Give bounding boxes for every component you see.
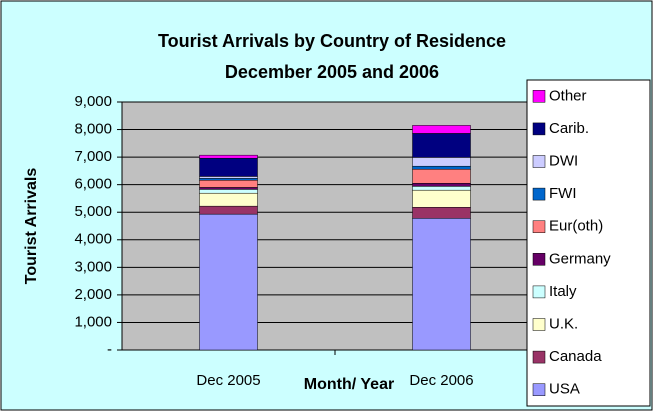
bar-segment: [412, 125, 471, 134]
bar-segment: [199, 176, 258, 179]
bar-segment: [199, 213, 258, 351]
chart-subtitle: December 2005 and 2006: [225, 62, 439, 82]
legend-swatch: [532, 285, 546, 299]
x-axis-title: Month/ Year: [304, 376, 394, 393]
bar-segment: [412, 165, 471, 170]
legend-swatch: [532, 350, 546, 364]
bar-segment: [199, 180, 258, 188]
legend-label: Eur(oth): [549, 218, 603, 235]
bar-segment: [199, 154, 258, 159]
y-tick-label: -: [107, 341, 112, 358]
legend-swatch: [532, 122, 546, 136]
legend-swatch: [532, 187, 546, 201]
bar-segment: [412, 218, 471, 351]
y-tick-label: 3,000: [74, 258, 112, 275]
legend-label: Canada: [549, 348, 602, 365]
legend-swatch: [532, 90, 546, 103]
legend-swatch: [532, 220, 546, 233]
legend-swatch: [532, 253, 546, 266]
bar-segment: [412, 207, 471, 219]
bar-segment: [412, 186, 471, 191]
legend-box: [526, 79, 651, 407]
legend-label: Carib.: [549, 120, 589, 137]
x-tick-label: Dec 2005: [196, 372, 260, 389]
y-tick-label: 7,000: [74, 148, 112, 165]
legend-swatch: [532, 318, 546, 331]
y-axis-title: Tourist Arrivals: [23, 168, 40, 285]
bar-segment: [412, 183, 471, 187]
y-tick-label: 5,000: [74, 203, 112, 220]
legend-label: Italy: [549, 283, 577, 300]
bar-segment: [199, 157, 258, 177]
chart-title: Tourist Arrivals by Country of Residence: [158, 31, 506, 51]
plot-area: [122, 102, 548, 350]
y-tick-label: 6,000: [74, 176, 112, 193]
bar-segment: [199, 189, 258, 194]
y-tick-label: 1,000: [74, 313, 112, 330]
y-tick-label: 9,000: [74, 93, 112, 110]
bar-segment: [412, 157, 471, 167]
y-tick-label: 8,000: [74, 121, 112, 138]
legend-label: Germany: [549, 250, 611, 267]
bar-segment: [412, 133, 471, 158]
legend-label: FWI: [549, 185, 577, 202]
y-tick-label: 4,000: [74, 231, 112, 248]
x-tick-label: Dec 2006: [409, 372, 473, 389]
bar-segment: [199, 178, 258, 181]
y-tick-label: 2,000: [74, 286, 112, 303]
legend-label: DWI: [549, 152, 578, 169]
bar-segment: [412, 168, 471, 184]
legend-swatch: [532, 383, 546, 396]
bar-segment: [199, 187, 258, 190]
legend-swatch: [532, 155, 546, 168]
bar-segment: [199, 205, 258, 215]
bar-segment: [199, 192, 258, 207]
legend-label: USA: [549, 381, 580, 398]
legend-label: Other: [549, 87, 587, 104]
legend-label: U.K.: [549, 315, 578, 332]
bar-segment: [412, 189, 471, 208]
